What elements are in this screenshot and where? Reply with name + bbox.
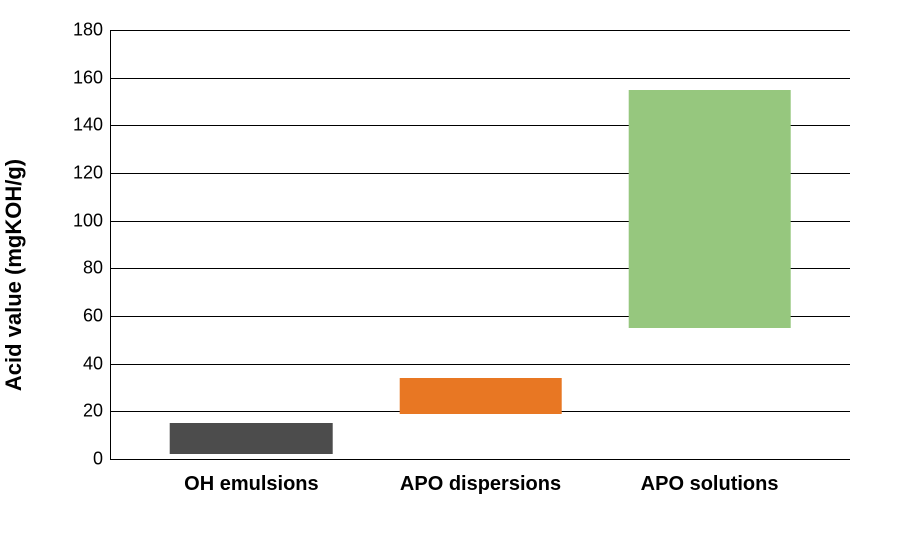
ytick-label: 60 — [83, 305, 103, 326]
gridline — [111, 30, 850, 31]
ytick-label: 160 — [73, 67, 103, 88]
xtick-label: OH emulsions — [184, 473, 318, 496]
ytick-label: 20 — [83, 401, 103, 422]
ytick-label: 180 — [73, 20, 103, 41]
bar — [628, 90, 791, 328]
xtick-label: APO dispersions — [400, 473, 561, 496]
ytick-label: 140 — [73, 115, 103, 136]
ytick-label: 80 — [83, 258, 103, 279]
plot-area: 020406080100120140160180OH emulsionsAPO … — [110, 30, 850, 460]
bar — [399, 378, 562, 414]
xtick-label: APO solutions — [641, 473, 779, 496]
bar — [170, 423, 333, 454]
chart-container: Acid value (mgKOH/g) 0204060801001201401… — [0, 0, 900, 550]
ytick-label: 0 — [93, 449, 103, 470]
ytick-label: 100 — [73, 210, 103, 231]
y-axis-label: Acid value (mgKOH/g) — [1, 159, 27, 391]
gridline — [111, 78, 850, 79]
gridline — [111, 364, 850, 365]
ytick-label: 120 — [73, 162, 103, 183]
ytick-label: 40 — [83, 353, 103, 374]
